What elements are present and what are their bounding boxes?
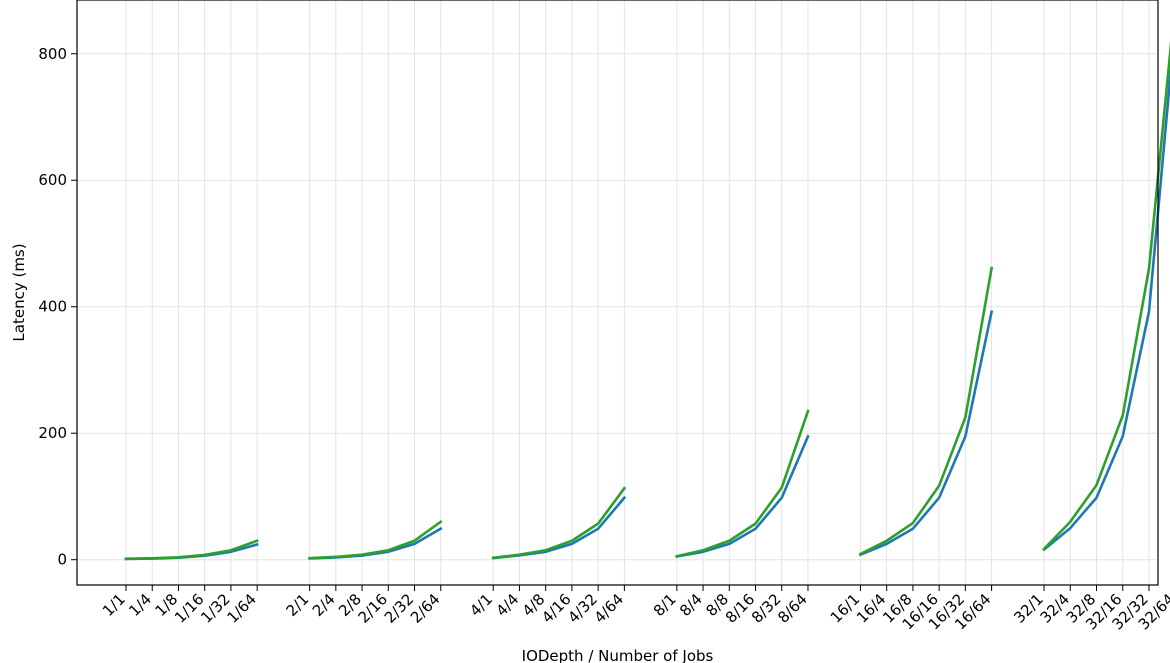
series-lines [124, 40, 1170, 561]
y-tick-label: 800 [38, 45, 67, 63]
series-1-line-group-8 [675, 434, 810, 559]
series-2-line-group-1 [124, 539, 259, 561]
series-2-line-group-16 [858, 266, 994, 556]
y-tick-label: 200 [38, 424, 67, 442]
x-axis-ticks: 1/11/41/81/161/321/64 2/12/42/82/162/322/… [99, 585, 1170, 633]
series-1-line-group-32 [1042, 65, 1170, 552]
series-1-line-group-4 [491, 495, 627, 560]
series-2-line-group-4 [491, 486, 627, 560]
x-axis-label: IODepth / Number of Jobs [522, 647, 714, 663]
x-tick-label: 2/1 [283, 590, 313, 620]
x-tick-label: 8/4 [676, 590, 706, 620]
plot-frame [76, 0, 1159, 586]
series-2-line-group-32 [1042, 40, 1170, 551]
y-axis-ticks: 0 200 400 600 800 [38, 45, 77, 569]
series-2-line-group-8 [675, 409, 810, 558]
x-tick-label: 1/64 [223, 590, 260, 627]
x-tick-label: 1/4 [125, 590, 155, 620]
x-tick-label: 2/64 [407, 590, 444, 627]
x-tick-label: 1/1 [99, 590, 129, 620]
x-tick-label: 2/4 [309, 590, 339, 620]
x-tick-label: 4/1 [466, 590, 496, 620]
series-1-line-group-2 [308, 526, 443, 560]
x-tick-label: 4/64 [591, 590, 628, 627]
x-tick-label: 8/64 [774, 590, 811, 627]
y-axis-label: Latency (ms) [10, 243, 28, 341]
x-tick-label: 8/1 [650, 590, 680, 620]
series-2-line-group-2 [308, 519, 443, 560]
series-1-line-group-16 [858, 310, 994, 557]
y-tick-label: 400 [38, 298, 67, 316]
x-tick-label: 4/4 [492, 590, 522, 620]
y-tick-label: 600 [38, 171, 67, 189]
y-tick-label: 0 [57, 551, 67, 569]
